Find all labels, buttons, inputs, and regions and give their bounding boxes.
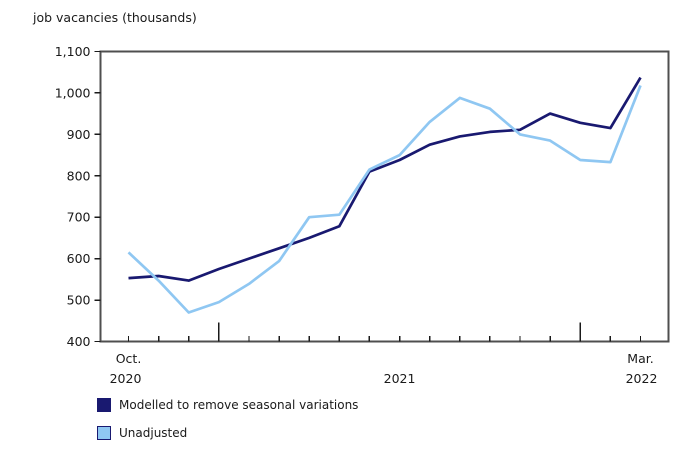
y-tick-label: 1,000 bbox=[55, 85, 91, 100]
modelled-swatch-icon bbox=[97, 398, 111, 412]
unadjusted-swatch-icon bbox=[97, 426, 111, 440]
legend: Modelled to remove seasonal variations U… bbox=[97, 398, 358, 454]
chart-title: job vacancies (thousands) bbox=[33, 10, 197, 25]
modelled-line bbox=[128, 76, 642, 282]
x-label-mar: Mar. bbox=[627, 351, 653, 366]
y-tick-label: 500 bbox=[67, 293, 91, 308]
y-tick-label: 400 bbox=[67, 334, 91, 349]
legend-label-modelled: Modelled to remove seasonal variations bbox=[119, 398, 359, 412]
x-label-2020: 2020 bbox=[110, 371, 142, 386]
legend-label-unadjusted: Unadjusted bbox=[119, 426, 188, 440]
y-tick-label: 800 bbox=[67, 168, 91, 183]
x-label-oct: Oct. bbox=[116, 351, 142, 366]
y-tick-label: 600 bbox=[67, 251, 91, 266]
y-tick-label: 900 bbox=[67, 127, 91, 142]
plot-frame bbox=[99, 50, 670, 343]
x-label-2022: 2022 bbox=[626, 371, 658, 386]
x-label-2021: 2021 bbox=[384, 371, 416, 386]
legend-item-modelled: Modelled to remove seasonal variations bbox=[97, 398, 358, 412]
legend-item-unadjusted: Unadjusted bbox=[97, 426, 358, 440]
y-tick-label: 700 bbox=[67, 210, 91, 225]
y-tick-label: 1,100 bbox=[55, 44, 91, 59]
unadjusted-line bbox=[127, 85, 642, 314]
